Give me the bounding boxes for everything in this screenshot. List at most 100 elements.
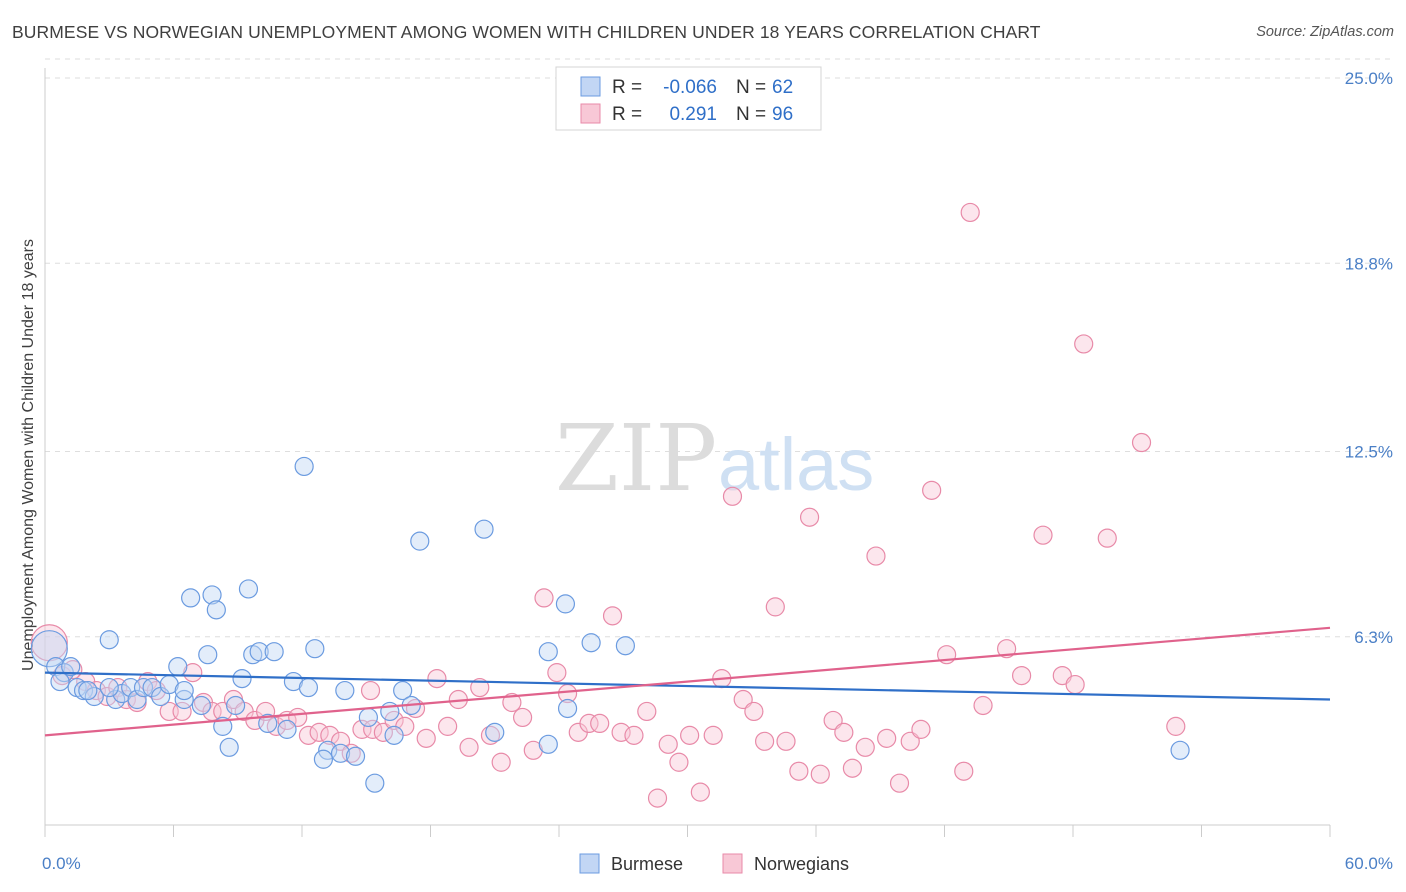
norwegians-point bbox=[922, 480, 942, 500]
series-legend: Burmese Norwegians bbox=[579, 853, 849, 874]
y-tick-label: 18.8% bbox=[1345, 254, 1393, 273]
norwegians-point bbox=[744, 701, 764, 722]
norwegians-point bbox=[733, 689, 753, 710]
norwegians-point bbox=[1131, 432, 1152, 453]
burmese-point bbox=[78, 680, 98, 701]
burmese-point bbox=[305, 639, 325, 659]
norwegians-point bbox=[669, 752, 689, 772]
legend-swatch-norwegians bbox=[580, 103, 601, 124]
norwegians-point bbox=[427, 668, 447, 689]
norwegians-point bbox=[810, 764, 830, 784]
burmese-point bbox=[277, 719, 297, 739]
burmese-point bbox=[181, 588, 201, 608]
norwegians-point bbox=[298, 725, 319, 745]
norwegians-point bbox=[547, 663, 567, 683]
norwegians-point bbox=[416, 728, 436, 748]
norwegians-point bbox=[823, 710, 843, 731]
legend-n-label-1: N = bbox=[736, 104, 766, 125]
bottom-legend-label-norwegians: Norwegians bbox=[754, 854, 849, 874]
norwegians-point bbox=[360, 680, 381, 701]
burmese-point bbox=[538, 734, 558, 754]
burmese-point bbox=[219, 737, 239, 757]
burmese-point bbox=[202, 585, 222, 605]
burmese-point bbox=[365, 773, 385, 793]
norwegians-point bbox=[776, 731, 796, 751]
norwegians-point bbox=[637, 701, 657, 722]
norwegians-point bbox=[877, 728, 897, 748]
norwegians-point bbox=[512, 707, 533, 728]
norwegians-point bbox=[459, 737, 479, 757]
norwegians-point bbox=[997, 639, 1017, 659]
y-tick-label: 6.3% bbox=[1354, 628, 1393, 647]
norwegians-point bbox=[172, 701, 192, 722]
burmese-point bbox=[174, 680, 194, 701]
burmese-point bbox=[615, 636, 635, 656]
burmese-trend-line bbox=[44, 671, 1331, 701]
burmese-point bbox=[555, 594, 576, 614]
watermark-zip: ZIP bbox=[555, 405, 717, 512]
burmese-point bbox=[264, 642, 284, 662]
norwegians-point bbox=[703, 725, 723, 745]
norwegians-point bbox=[1166, 716, 1186, 736]
legend-r-label-0: R = bbox=[612, 77, 642, 98]
x-tick-label: 0.0% bbox=[42, 854, 81, 873]
axes bbox=[44, 68, 1331, 837]
norwegians-point bbox=[722, 486, 743, 506]
norwegians-point bbox=[1033, 525, 1053, 545]
burmese-point bbox=[1170, 740, 1190, 760]
norwegians-point bbox=[363, 719, 383, 739]
burmese-point bbox=[330, 743, 351, 763]
grid-lines bbox=[45, 58, 1395, 638]
burmese-point bbox=[238, 579, 259, 599]
burmese-point bbox=[99, 677, 119, 698]
burmese-point bbox=[258, 713, 278, 734]
burmese-point bbox=[127, 689, 147, 710]
burmese-point bbox=[99, 630, 119, 650]
burmese-point bbox=[410, 531, 430, 551]
burmese-point bbox=[198, 645, 218, 665]
legend-n-value-1: 96 bbox=[772, 104, 793, 125]
burmese-point bbox=[298, 677, 319, 698]
norwegians-point bbox=[789, 761, 809, 781]
burmese-point bbox=[393, 680, 413, 701]
norwegians-trend-line bbox=[44, 626, 1331, 737]
norwegians-point bbox=[534, 588, 554, 608]
norwegians-point bbox=[491, 752, 511, 772]
norwegians-point bbox=[765, 597, 785, 617]
norwegians-point bbox=[1097, 528, 1117, 548]
burmese-point bbox=[557, 698, 578, 719]
norwegians-point bbox=[889, 773, 910, 793]
norwegians-point bbox=[834, 722, 854, 742]
norwegians-point bbox=[1065, 674, 1085, 695]
legend-n-value-0: 62 bbox=[772, 77, 793, 98]
norwegians-point bbox=[647, 788, 668, 808]
burmese-point bbox=[191, 695, 211, 716]
norwegians-point bbox=[320, 725, 340, 745]
norwegians-point bbox=[470, 677, 490, 698]
burmese-point bbox=[485, 722, 505, 742]
norwegians-point bbox=[658, 734, 678, 754]
norwegians-point bbox=[799, 507, 820, 527]
norwegians-point bbox=[754, 731, 775, 751]
norwegians-point bbox=[900, 731, 920, 751]
bottom-legend-label-burmese: Burmese bbox=[611, 854, 683, 874]
norwegians-point bbox=[590, 713, 610, 734]
norwegians-point bbox=[624, 725, 644, 745]
burmese-point bbox=[61, 657, 81, 677]
norwegians-point bbox=[855, 737, 875, 757]
bottom-legend-swatch-norwegians bbox=[722, 853, 743, 874]
burmese-point bbox=[313, 749, 334, 769]
norwegians-point bbox=[1074, 334, 1094, 354]
norwegians-point bbox=[866, 546, 886, 566]
burmese-point bbox=[581, 633, 601, 653]
norwegians-point bbox=[842, 758, 863, 778]
y-tick-label: 12.5% bbox=[1345, 443, 1393, 462]
norwegians-point bbox=[309, 722, 329, 742]
watermark-atlas: atlas bbox=[718, 423, 874, 506]
burmese-point bbox=[538, 642, 558, 662]
norwegians-point bbox=[954, 761, 974, 781]
burmese-point bbox=[358, 707, 378, 728]
burmese-point bbox=[335, 680, 355, 701]
burmese-point bbox=[50, 671, 70, 692]
